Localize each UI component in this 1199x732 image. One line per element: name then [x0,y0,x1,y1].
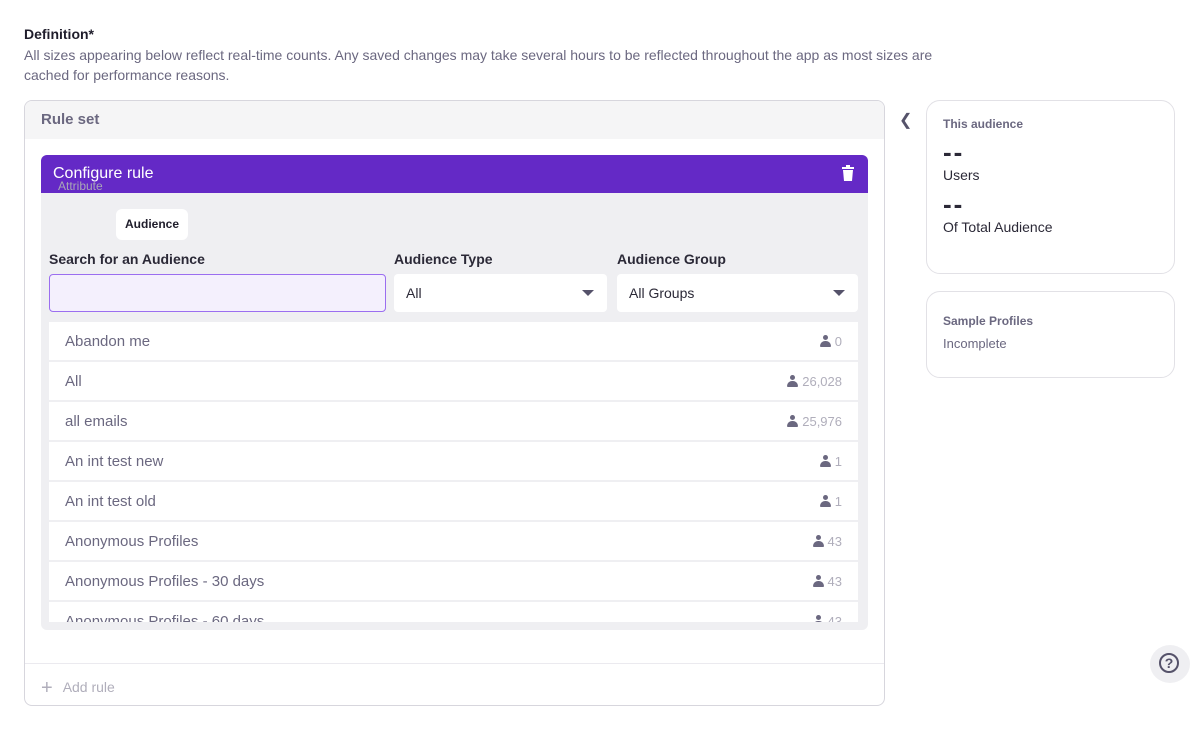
percent-label: Of Total Audience [943,219,1053,235]
audience-count-value: 43 [827,573,842,589]
collapse-chevron-icon[interactable]: ❮ [899,112,913,129]
audience-count-value: 1 [834,493,842,509]
definition-title: Definition* [24,26,94,42]
audience-count-value: 43 [827,613,842,623]
audience-count: 43 [812,613,842,623]
configure-rule-title: Configure rule [53,165,154,182]
audience-count-value: 26,028 [802,373,842,389]
person-icon [819,495,831,507]
question-icon: ? [1159,653,1179,673]
audience-row[interactable]: Anonymous Profiles 43 [49,522,858,560]
audience-name: Abandon me [65,332,151,350]
audience-count: 43 [812,573,842,589]
audience-count-value: 1 [834,453,842,469]
configure-rule-header: Configure rule [41,155,868,193]
person-icon [787,415,799,427]
audience-type-label: Audience Type [394,251,493,267]
audience-group-label: Audience Group [617,251,726,267]
audience-name: All [65,372,82,390]
percent-value: -- [943,189,965,219]
audience-count: 26,028 [787,374,842,389]
add-rule-label: Add rule [62,679,115,695]
audience-name: Anonymous Profiles - 60 days [65,612,265,623]
caret-down-icon [833,290,845,296]
audience-row[interactable]: An int test new 1 [49,442,858,480]
users-value: -- [943,137,965,167]
definition-description: All sizes appearing below reflect real-t… [24,47,933,83]
audience-group-value: All Groups [629,285,695,301]
audience-row[interactable]: An int test old 1 [49,482,858,520]
configure-rule-panel: Configure rule Attribute Audience Search… [41,155,868,630]
tab-audience[interactable]: Audience [116,209,189,240]
audience-name: An int test new [65,452,164,470]
rule-set-title: Rule set [25,101,884,139]
search-input[interactable] [49,274,386,312]
required-mark: * [88,26,94,42]
caret-down-icon [582,290,594,296]
sample-title: Sample Profiles [943,314,1034,328]
audience-count: 1 [819,493,842,509]
audience-count: 43 [812,533,842,549]
audience-row[interactable]: Abandon me 0 [49,322,858,360]
help-button[interactable]: ? [1150,645,1190,683]
audience-row[interactable]: Anonymous Profiles - 30 days 43 [49,562,858,600]
audience-count-value: 0 [834,333,842,349]
audience-row[interactable]: All 26,028 [49,362,858,400]
sample-profiles-card: Sample Profiles Incomplete [926,291,1175,378]
person-icon [812,535,824,547]
plus-icon: + [41,677,53,699]
audience-name: all emails [65,412,128,430]
audience-type-select[interactable]: All [394,274,607,312]
audience-list[interactable]: Abandon me 0 All 26,028 all emails 25,976 An i… [49,322,858,622]
audience-type-value: All [406,285,422,301]
audience-count: 1 [819,453,842,469]
audience-group-select[interactable]: All Groups [617,274,858,312]
audience-count-value: 25,976 [802,413,842,429]
search-label: Search for an Audience [49,251,205,267]
sample-status: Incomplete [943,336,1007,351]
person-icon [819,335,831,347]
tab-attribute[interactable]: Attribute [58,179,103,193]
definition-title-text: Definition [24,26,89,42]
add-rule-button[interactable]: + Add rule [25,663,884,705]
audience-name: Anonymous Profiles - 30 days [65,572,265,590]
person-icon [812,575,824,587]
audience-count-value: 43 [827,533,842,549]
person-icon [812,615,824,622]
person-icon [819,455,831,467]
audience-count: 25,976 [787,414,842,429]
audience-row[interactable]: Anonymous Profiles - 60 days 43 [49,602,858,622]
rule-set-panel: Rule set Configure rule Attribute Audien… [24,100,885,706]
audience-summary-card: This audience -- Users -- Of Total Audie… [926,100,1175,274]
trash-icon[interactable] [842,165,854,181]
audience-count: 0 [819,333,842,349]
audience-row[interactable]: all emails 25,976 [49,402,858,440]
summary-title: This audience [943,117,1024,131]
users-label: Users [943,167,980,183]
audience-name: Anonymous Profiles [65,532,199,550]
audience-name: An int test old [65,492,156,510]
person-icon [787,375,799,387]
